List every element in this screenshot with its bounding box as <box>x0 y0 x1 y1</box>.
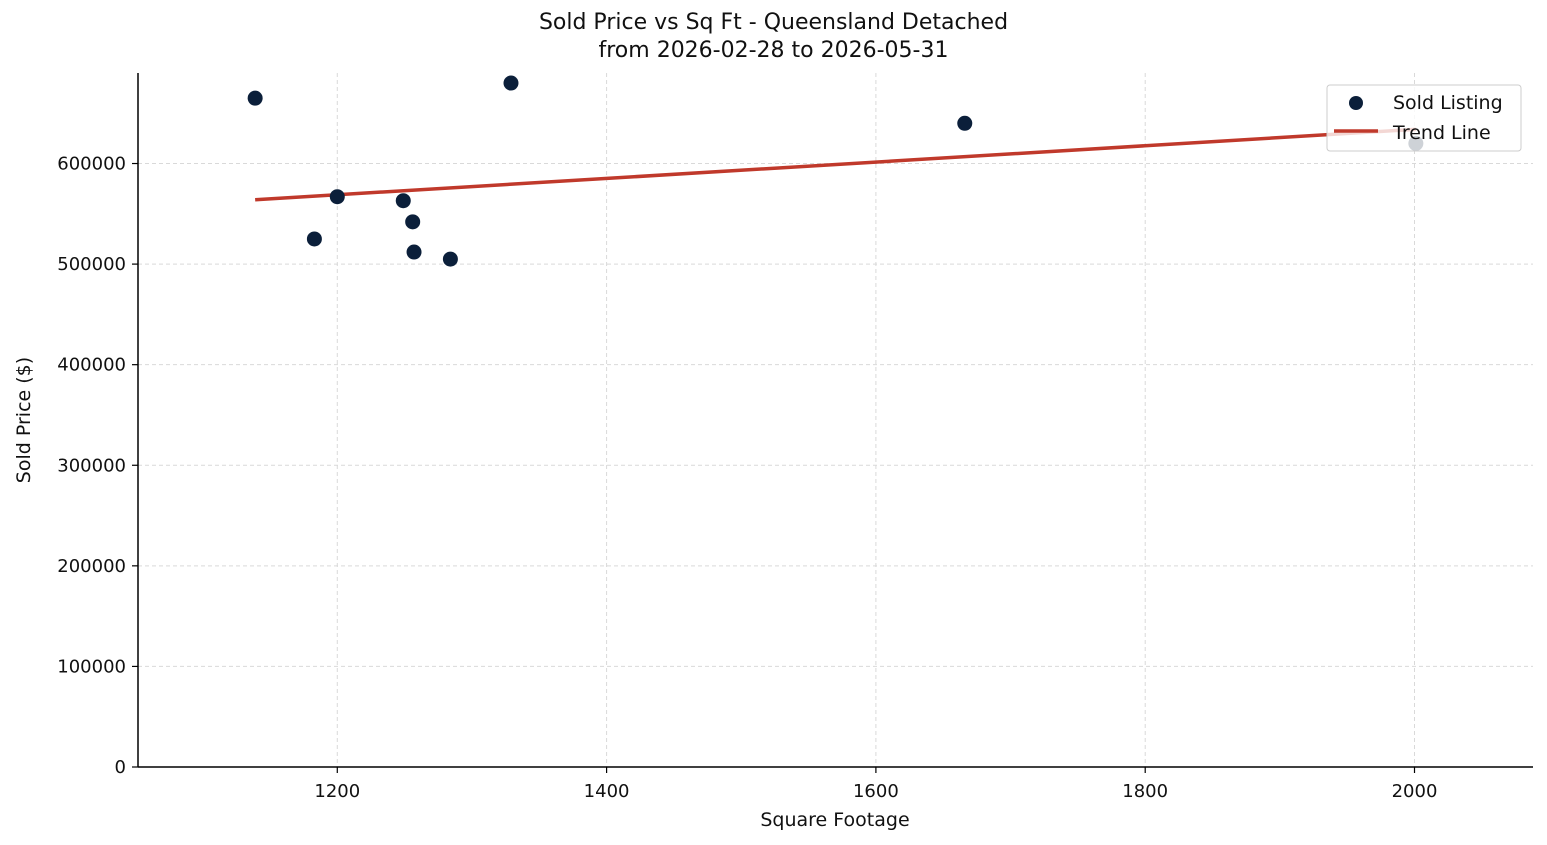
scatter-point <box>306 231 322 247</box>
x-axis-label: Square Footage <box>760 809 909 831</box>
scatter-point <box>442 251 458 267</box>
scatter-point <box>405 214 421 230</box>
scatter-point <box>247 90 263 106</box>
trend-line-layer <box>255 127 1416 202</box>
x-tick-label: 1800 <box>1122 781 1168 802</box>
y-tick-label: 200000 <box>57 556 126 577</box>
y-tick-label: 500000 <box>57 254 126 275</box>
trend-line <box>255 127 1416 202</box>
legend-box <box>1326 84 1522 152</box>
scatter-point <box>406 244 422 260</box>
scatter-point <box>395 193 411 209</box>
legend-marker-sold-listing <box>1349 96 1363 110</box>
y-axis-label: Sold Price ($) <box>13 357 35 483</box>
y-tick-label: 400000 <box>57 355 126 376</box>
x-tick-label: 1200 <box>314 781 360 802</box>
x-tick-label: 1600 <box>853 781 899 802</box>
x-tick-label: 1400 <box>584 781 630 802</box>
scatter-point <box>957 115 973 131</box>
grid-lines <box>138 73 1533 767</box>
y-tick-label: 100000 <box>57 656 126 677</box>
x-tick-label: 2000 <box>1392 781 1438 802</box>
legend-label-sold-listing: Sold Listing <box>1393 92 1503 114</box>
scatter-points <box>247 75 1424 267</box>
legend: Sold Listing Trend Line <box>1326 84 1522 152</box>
y-tick-label: 300000 <box>57 455 126 476</box>
chart-title: Sold Price vs Sq Ft - Queensland Detache… <box>538 10 1009 35</box>
y-tick-label: 0 <box>115 757 126 778</box>
chart-subtitle: from 2026-02-28 to 2026-05-31 <box>598 38 949 63</box>
legend-label-trend-line: Trend Line <box>1392 122 1491 144</box>
scatter-point <box>503 75 519 91</box>
scatter-point <box>329 189 345 205</box>
tick-labels: 1200 1400 1600 1800 2000 0 100000 200000 300000 4… <box>57 154 1437 802</box>
axes <box>132 73 1533 773</box>
y-tick-label: 600000 <box>57 154 126 175</box>
